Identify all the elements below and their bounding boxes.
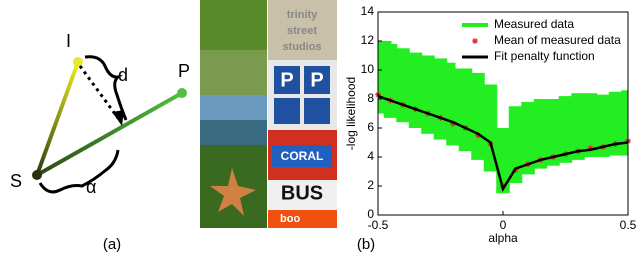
caption-a: (a) xyxy=(103,236,121,253)
y-tick-label: 14 xyxy=(361,4,375,18)
node-i xyxy=(73,57,83,67)
legend-label: Fit penalty function xyxy=(494,49,595,63)
photo-text: BUS xyxy=(281,182,323,204)
legend-swatch xyxy=(472,38,478,44)
photo-text: studios xyxy=(282,41,321,53)
measured-band xyxy=(421,56,435,134)
photo xyxy=(200,120,267,145)
measured-band xyxy=(409,53,423,128)
photo-text: P xyxy=(280,69,293,91)
photo xyxy=(200,0,267,50)
legend-label: Mean of measured data xyxy=(494,33,621,47)
brace-alpha xyxy=(40,150,118,192)
measured-band xyxy=(384,44,398,118)
figure: I d P S α (a) trinity street studios P P… xyxy=(0,0,638,260)
node-s xyxy=(32,170,42,180)
photo xyxy=(200,50,267,95)
measured-band xyxy=(621,90,628,155)
y-tick-label: 4 xyxy=(367,149,374,163)
sign xyxy=(268,210,337,228)
label-p: P xyxy=(178,61,190,81)
label-d: d xyxy=(118,65,128,85)
x-axis-label: alpha xyxy=(488,231,518,245)
measured-band xyxy=(459,67,473,151)
projection-arrow xyxy=(80,66,118,118)
x-tick-label: -0.5 xyxy=(368,218,389,232)
measured-band xyxy=(446,63,460,146)
node-p xyxy=(177,88,187,98)
label-alpha: α xyxy=(86,177,96,197)
y-tick-label: 8 xyxy=(367,91,374,105)
diagram: I d P S α (a) xyxy=(10,31,190,253)
sign xyxy=(274,98,300,124)
photo-text: trinity xyxy=(287,9,318,21)
y-tick-label: 6 xyxy=(367,120,374,134)
y-axis-label: -log likelihood xyxy=(344,77,358,150)
photo-text: street xyxy=(287,25,317,37)
image-collage: trinity street studios P P CORAL BUS boo xyxy=(200,0,337,228)
caption-b: (b) xyxy=(357,236,375,253)
legend-label: Measured data xyxy=(494,17,574,31)
y-tick-label: 10 xyxy=(361,62,375,76)
label-s: S xyxy=(10,171,22,191)
x-tick-label: 0.5 xyxy=(620,218,637,232)
y-tick-label: 2 xyxy=(367,178,374,192)
measured-band xyxy=(434,58,448,139)
label-i: I xyxy=(66,31,71,51)
sign xyxy=(304,98,330,124)
photo-text: CORAL xyxy=(281,149,324,163)
photo-text: boo xyxy=(280,213,300,225)
photo-text: P xyxy=(310,69,323,91)
edge-si xyxy=(37,62,78,175)
y-tick-label: 12 xyxy=(361,33,375,47)
measured-band xyxy=(471,73,485,160)
measured-band xyxy=(396,48,410,122)
x-tick-label: 0 xyxy=(500,218,507,232)
